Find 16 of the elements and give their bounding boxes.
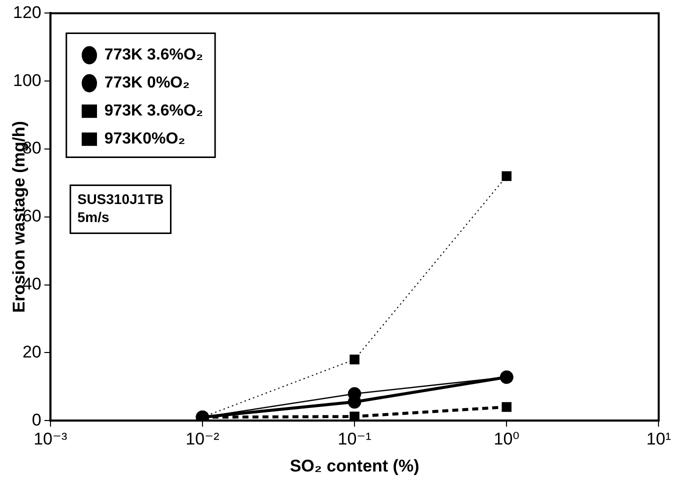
- x-axis-title: SO₂ content (%): [290, 456, 420, 476]
- y-tick-label: 120: [12, 2, 42, 22]
- y-tick-label: 0: [32, 410, 42, 430]
- legend-label: 773K 3.6%O₂: [104, 46, 204, 64]
- x-tick-label: 10⁰: [494, 429, 520, 448]
- y-tick-label: 20: [22, 342, 42, 362]
- legend-label: 773K 0%O₂: [104, 74, 190, 92]
- x-tick-label: 10⁻²: [186, 429, 220, 448]
- x-tick-label: 10¹: [646, 429, 672, 448]
- legend-label: 973K 3.6%O₂: [104, 102, 204, 120]
- y-tick-label: 100: [12, 70, 42, 90]
- x-tick-label: 10⁻³: [34, 429, 68, 448]
- annotation: SUS310J1TB: [77, 191, 164, 208]
- annotation: 5m/s: [77, 209, 110, 226]
- x-tick-label: 10⁻¹: [338, 429, 372, 448]
- legend-label: 973K0%O₂: [104, 130, 186, 148]
